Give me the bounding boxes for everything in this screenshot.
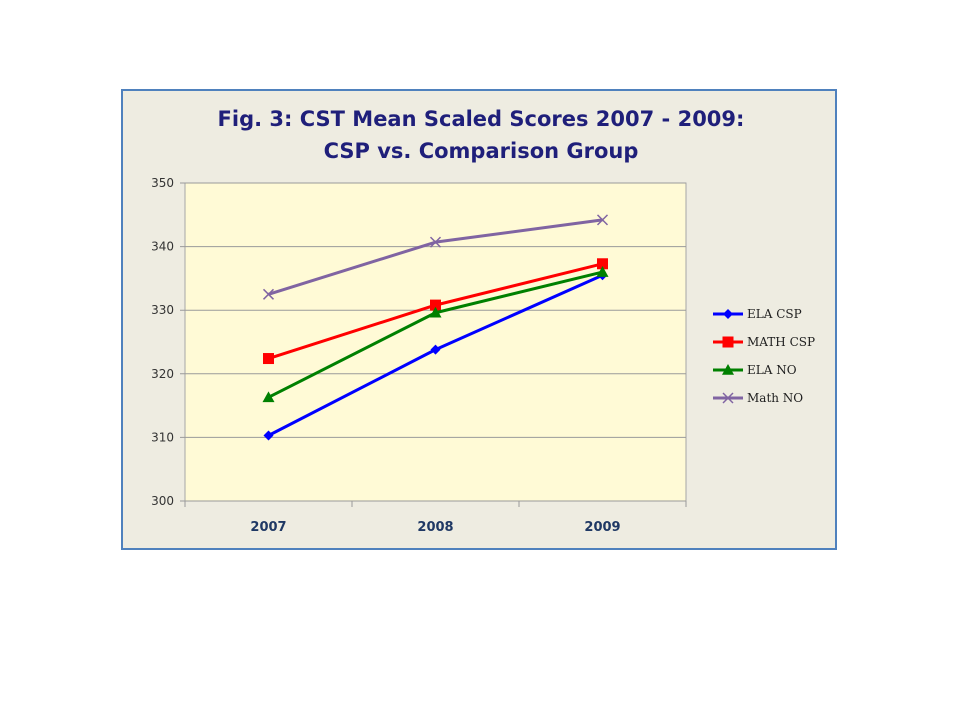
legend-entry: MATH CSP [713, 335, 815, 349]
legend-marker [722, 364, 734, 375]
data-point [597, 258, 608, 270]
data-point [596, 214, 609, 226]
data-point-stroke [429, 236, 442, 248]
y-tick-label: 320 [151, 367, 174, 381]
legend-label: ELA NO [747, 363, 797, 377]
data-point-stroke [262, 288, 275, 300]
y-tick-label: 310 [151, 430, 174, 444]
data-point [429, 306, 442, 318]
data-point [430, 299, 441, 311]
data-point [262, 288, 275, 300]
y-tick-label: 300 [151, 494, 174, 508]
y-tick-label: 350 [151, 176, 174, 190]
legend-marker-stroke [722, 392, 734, 404]
legend-marker [723, 309, 733, 319]
chart-subtitle: CSP vs. Comparison Group [324, 139, 639, 163]
legend-label: Math NO [747, 391, 803, 405]
y-tick-label: 340 [151, 240, 174, 254]
legend-entry: ELA CSP [713, 307, 802, 321]
legend-entry: ELA NO [713, 363, 797, 377]
chart-frame: Fig. 3: CST Mean Scaled Scores 2007 - 20… [121, 89, 837, 550]
x-tick-label: 2008 [417, 520, 453, 535]
data-point [263, 430, 274, 441]
x-tick-label: 2009 [584, 520, 620, 535]
plot-background [184, 182, 687, 502]
plot-area: 300 310 320 330 340 350 2007 2008 2009 [151, 176, 687, 535]
x-tick-label: 2007 [250, 520, 286, 535]
legend-label: ELA CSP [747, 307, 802, 321]
legend-label: MATH CSP [747, 335, 815, 349]
legend-marker [722, 336, 734, 348]
legend-entry: Math NO [713, 391, 803, 405]
data-point [596, 266, 609, 277]
data-point [262, 391, 275, 403]
legend: ELA CSP MATH CSP ELA NO Math NO [713, 307, 815, 405]
data-point-stroke [596, 214, 609, 226]
data-point [429, 236, 442, 248]
data-point [430, 344, 441, 355]
y-tick-label: 330 [151, 303, 174, 317]
legend-marker [722, 392, 734, 404]
line-chart: Fig. 3: CST Mean Scaled Scores 2007 - 20… [151, 107, 815, 535]
chart-title: Fig. 3: CST Mean Scaled Scores 2007 - 20… [218, 107, 745, 131]
data-point [263, 353, 274, 365]
